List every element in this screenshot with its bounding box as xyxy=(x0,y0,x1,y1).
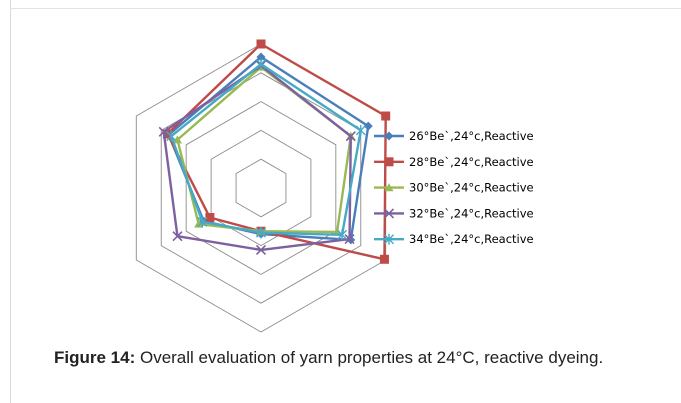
caption-text: Overall evaluation of yarn properties at… xyxy=(135,348,604,367)
data-point xyxy=(166,130,177,142)
data-point xyxy=(381,111,391,121)
legend-marker xyxy=(383,208,395,219)
legend-marker xyxy=(384,131,394,141)
legend-label: 26°Be`,24°c,Reactive xyxy=(409,129,534,143)
data-point xyxy=(345,131,356,142)
legend-marker xyxy=(384,183,394,192)
legend-label: 34°Be`,24°c,Reactive xyxy=(409,232,534,246)
data-point xyxy=(172,231,183,242)
data-point xyxy=(205,213,215,223)
data-point xyxy=(379,254,389,264)
series-line-4 xyxy=(162,64,352,252)
grid-ring xyxy=(210,129,312,247)
legend-label: 32°Be`,24°c,Reactive xyxy=(409,206,534,220)
data-point xyxy=(344,234,355,245)
data-point xyxy=(256,227,266,239)
chart-legend: 26°Be`,24°c,Reactive 28°Be`,24°c,Reactive… xyxy=(374,129,534,246)
legend-marker xyxy=(384,233,394,245)
data-point xyxy=(194,219,204,228)
data-point xyxy=(255,244,267,255)
radar-chart: 26°Be`,24°c,Reactive 28°Be`,24°c,Reactive… xyxy=(135,39,534,333)
data-point xyxy=(355,124,366,136)
legend-label: 28°Be`,24°c,Reactive xyxy=(409,155,534,169)
data-point xyxy=(363,121,373,131)
data-point xyxy=(158,126,169,137)
data-point xyxy=(197,216,208,228)
frame-top-rule xyxy=(10,8,681,9)
data-point xyxy=(337,229,348,241)
data-point xyxy=(256,58,266,70)
data-point xyxy=(256,39,266,49)
caption-label: Figure 14: xyxy=(54,348,136,367)
radar-grid xyxy=(135,43,387,333)
legend-marker xyxy=(384,157,394,167)
grid-ring xyxy=(135,43,387,333)
radar-series xyxy=(158,39,391,264)
legend-label: 30°Be`,24°c,Reactive xyxy=(409,181,534,195)
data-point xyxy=(162,129,172,139)
figure-frame xyxy=(10,0,681,403)
grid-ring xyxy=(235,158,287,218)
figure-caption: Figure 14: Overall evaluation of yarn pr… xyxy=(54,347,654,369)
data-point xyxy=(172,135,182,144)
data-point xyxy=(256,52,266,62)
grid-ring xyxy=(185,101,337,275)
